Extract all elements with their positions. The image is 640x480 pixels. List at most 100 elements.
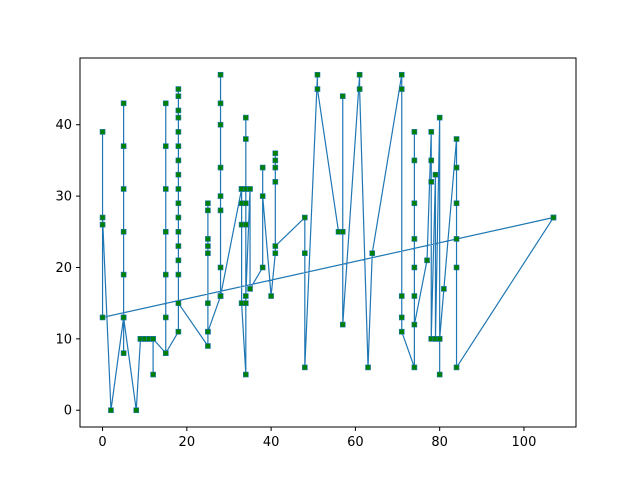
data-point: [339, 93, 346, 99]
data-point: [243, 200, 249, 207]
data-point: [175, 157, 182, 164]
data-point: [175, 107, 182, 114]
data-point: [162, 350, 169, 356]
x-tick-label: 40: [263, 435, 280, 450]
data-point: [272, 243, 279, 249]
data-point: [411, 129, 418, 135]
data-point: [339, 228, 346, 235]
data-point: [217, 164, 224, 171]
data-point: [365, 364, 371, 371]
data-point: [441, 286, 447, 292]
data-point: [217, 264, 224, 271]
data-point: [175, 200, 182, 207]
data-point: [175, 328, 182, 335]
data-point: [259, 193, 266, 199]
data-point: [302, 364, 308, 371]
data-point: [247, 286, 253, 292]
data-point: [120, 100, 127, 107]
data-point: [205, 300, 211, 306]
data-point: [428, 179, 435, 185]
data-point: [120, 186, 127, 192]
y-tick-label: 40: [55, 118, 72, 133]
data-point: [175, 257, 182, 264]
data-point: [453, 200, 460, 207]
data-point: [398, 86, 405, 92]
data-point: [424, 257, 430, 264]
data-point: [453, 164, 460, 171]
data-point: [175, 86, 182, 92]
data-point: [120, 143, 127, 149]
data-point: [162, 143, 169, 149]
data-point: [428, 157, 435, 164]
data-point: [205, 328, 211, 335]
x-tick-label: 100: [512, 435, 537, 450]
data-point: [411, 364, 418, 371]
data-point: [550, 214, 557, 221]
data-point: [205, 250, 211, 257]
data-point: [243, 300, 249, 306]
data-point: [259, 264, 266, 271]
data-point: [453, 264, 460, 271]
data-point: [120, 271, 127, 278]
data-point: [108, 407, 114, 414]
data-point: [162, 186, 169, 192]
data-point: [205, 243, 211, 249]
data-point: [272, 179, 279, 185]
data-point: [120, 314, 127, 321]
data-point: [133, 407, 140, 414]
data-point: [205, 343, 211, 349]
data-point: [243, 293, 249, 299]
data-point: [411, 321, 418, 328]
y-tick-label: 30: [55, 190, 72, 205]
data-point: [356, 86, 363, 92]
data-point: [217, 100, 224, 107]
x-tick-label: 0: [98, 435, 106, 450]
data-point: [398, 328, 405, 335]
data-point: [162, 100, 169, 107]
data-point: [247, 186, 253, 192]
series-0: [99, 71, 557, 414]
x-tick-label: 60: [347, 435, 364, 450]
data-point: [175, 114, 182, 121]
data-point: [398, 293, 405, 299]
data-point: [175, 243, 182, 249]
data-point: [175, 93, 182, 99]
data-point: [175, 171, 182, 178]
data-point: [453, 136, 460, 142]
data-point: [217, 293, 224, 299]
x-tick-label: 80: [431, 435, 448, 450]
data-point: [162, 228, 169, 235]
data-point: [302, 250, 308, 257]
data-point: [217, 121, 224, 128]
data-point: [217, 71, 224, 78]
data-point: [272, 157, 279, 164]
data-point: [436, 336, 443, 342]
data-point: [453, 236, 460, 242]
data-point: [205, 200, 211, 207]
data-point: [175, 228, 182, 235]
data-point: [162, 271, 169, 278]
data-point: [243, 221, 249, 228]
data-point: [162, 314, 169, 321]
data-point: [175, 214, 182, 221]
data-point: [356, 71, 363, 78]
data-point: [398, 71, 405, 78]
data-point: [436, 114, 443, 121]
data-point: [272, 164, 279, 171]
data-point: [243, 371, 249, 378]
data-point: [99, 214, 106, 221]
data-point: [175, 129, 182, 135]
data-point: [243, 136, 249, 142]
plot-area: [99, 71, 557, 414]
data-point: [217, 193, 224, 199]
data-point: [314, 86, 321, 92]
data-point: [411, 157, 418, 164]
data-point: [217, 207, 224, 214]
x-tick-label: 20: [179, 435, 196, 450]
y-tick-label: 0: [64, 404, 72, 419]
data-point: [272, 250, 279, 257]
data-point: [453, 364, 460, 371]
data-point: [99, 314, 106, 321]
